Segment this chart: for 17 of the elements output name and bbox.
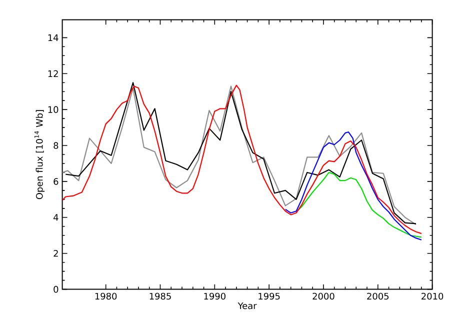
y-tick-label: 4 [54,214,58,221]
y-tick-label: 0 [54,286,58,293]
x-axis-title: Year [238,302,257,310]
x-tick-label: 1985 [150,292,171,300]
x-tick-label: 2005 [367,292,389,300]
y-tick-label: 2 [54,250,58,257]
y-tick-label: 8 [54,142,58,149]
x-tick-label: 2010 [422,292,444,300]
y-tick-label: 14 [48,34,58,41]
y-axis-title: Open flux [10$^{14}$ Wb] [34,110,45,200]
x-tick-label: 1990 [204,292,226,300]
x-tick-label: 1980 [95,292,117,300]
y-tick-label: 6 [54,178,58,185]
x-tick-label: 1995 [258,292,280,300]
y-tick-label: 10 [48,106,58,113]
x-tick-label: 2000 [312,292,334,300]
y-tick-label: 12 [48,70,58,77]
